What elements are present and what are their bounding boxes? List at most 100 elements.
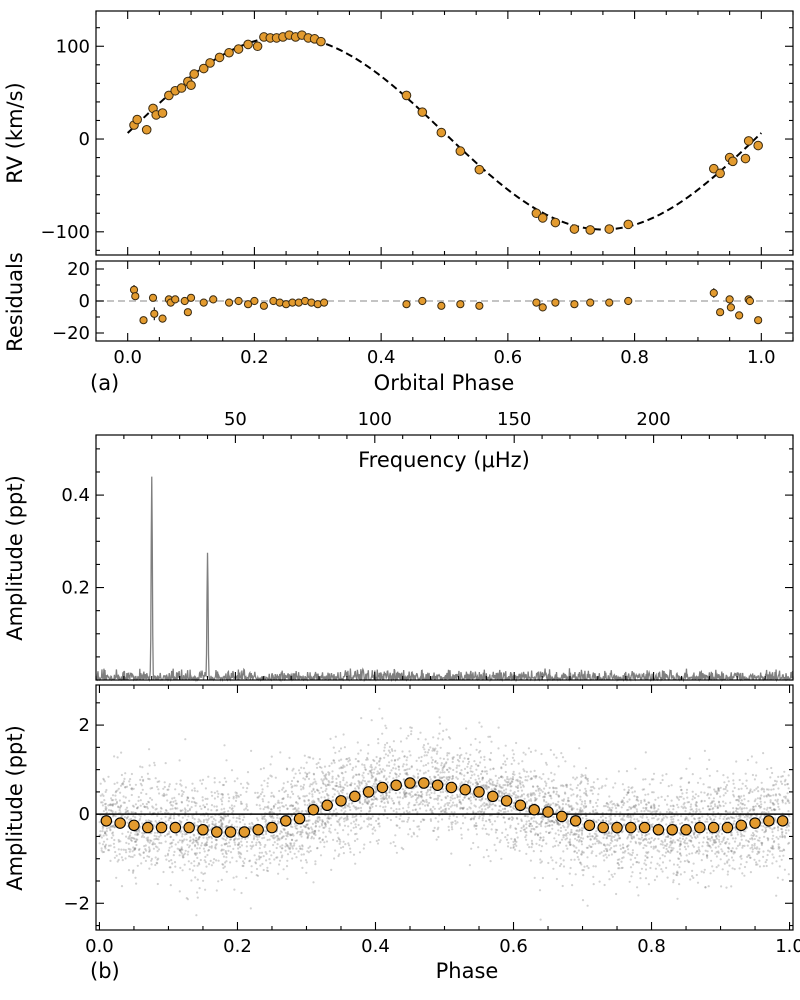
lightcurve-raw-point [576,829,579,832]
lightcurve-raw-point [760,781,763,784]
lightcurve-raw-point [336,832,339,835]
lightcurve-raw-point [616,802,619,806]
lightcurve-raw-point [424,763,428,767]
lightcurve-raw-point [644,778,647,781]
lightcurve-raw-point [437,820,440,823]
lightcurve-raw-point [200,844,203,847]
lightcurve-raw-point [627,791,630,794]
lightcurve-raw-point [433,807,436,810]
lightcurve-raw-point [220,793,223,796]
lightcurve-raw-point [381,793,384,796]
lightcurve-raw-point [265,832,268,836]
lightcurve-raw-point [258,858,261,861]
lightcurve-raw-point [330,823,333,827]
lightcurve-raw-point [678,883,681,886]
lightcurve-raw-point [292,808,295,811]
lightcurve-raw-point [459,827,463,830]
lightcurve-raw-point [117,838,120,842]
lightcurve-raw-point [530,799,533,803]
lightcurve-raw-point [198,863,201,866]
lightcurve-raw-point [542,796,545,799]
lightcurve-raw-point [392,777,395,780]
lightcurve-raw-point [327,783,330,786]
lightcurve-raw-point [419,820,423,823]
lightcurve-raw-point [762,855,765,859]
lightcurve-raw-point [689,808,692,811]
lightcurve-raw-point [699,777,702,780]
lightcurve-raw-point [651,823,654,826]
lightcurve-raw-point [719,795,722,798]
lightcurve-raw-point [584,776,587,780]
lightcurve-raw-point [738,797,741,800]
lightcurve-raw-point [443,771,446,774]
lightcurve-raw-point [247,783,250,786]
lightcurve-raw-point [536,834,540,837]
lightcurve-raw-point [579,782,582,785]
lightcurve-raw-point [575,851,579,855]
lightcurve-raw-point [172,800,175,804]
lightcurve-raw-point [483,810,486,814]
lightcurve-raw-point [772,856,775,859]
lightcurve-raw-point [545,830,548,833]
lightcurve-raw-point [322,778,326,781]
lightcurve-raw-point [186,818,189,821]
lightcurve-raw-point [269,811,272,814]
lightcurve-raw-point [198,847,201,850]
lightcurve-raw-point [386,816,389,820]
lightcurve-raw-point [399,727,402,730]
y-tick-label: 0 [79,291,90,312]
lightcurve-raw-point [420,801,423,804]
lightcurve-raw-point [180,848,183,851]
lightcurve-raw-point [103,845,107,849]
lightcurve-raw-point [325,787,328,791]
lightcurve-raw-point [303,799,306,802]
lightcurve-raw-point [139,765,142,768]
lightcurve-raw-point [281,805,284,808]
lightcurve-raw-point [455,815,458,819]
lightcurve-raw-point [415,794,418,797]
lightcurve-raw-point [528,799,531,802]
lightcurve-raw-point [778,793,781,796]
lightcurve-raw-point [633,805,636,808]
lightcurve-raw-point [657,804,661,807]
lightcurve-raw-point [659,781,662,785]
lightcurve-raw-point [162,787,165,790]
lightcurve-raw-point [229,838,233,841]
lightcurve-raw-point [383,808,386,811]
lightcurve-raw-point [442,775,445,779]
lightcurve-raw-point [586,835,589,838]
residual-point [709,288,718,298]
lightcurve-raw-point [491,782,494,785]
lightcurve-raw-point [325,785,328,788]
lightcurve-raw-point [773,779,777,783]
lightcurve-raw-point [371,815,374,818]
lightcurve-raw-point [293,844,296,847]
lightcurve-raw-point [125,835,128,838]
lightcurve-raw-point [196,891,199,894]
lightcurve-raw-point [255,841,258,844]
orbital-phase-xlabel: Orbital Phase [374,371,515,395]
lightcurve-raw-point [773,803,776,806]
lightcurve-raw-point [313,832,316,836]
lightcurve-raw-point [481,819,484,822]
lightcurve-raw-point [436,750,439,753]
lightcurve-raw-point [451,775,454,778]
lightcurve-raw-point [259,807,262,810]
lightcurve-raw-point [398,803,401,806]
periodogram-ticks: 0.20.450 100 150 200 [61,409,794,681]
lightcurve-raw-point [370,768,373,771]
lightcurve-raw-point [600,786,603,789]
lightcurve-raw-point [352,820,355,823]
lightcurve-raw-point [327,794,330,797]
lightcurve-raw-point [210,845,213,848]
lightcurve-raw-point [402,820,405,823]
lightcurve-raw-point [304,825,307,828]
lightcurve-raw-point [394,834,397,837]
lightcurve-raw-point [225,780,228,783]
lightcurve-raw-point [306,850,309,853]
lightcurve-raw-point [500,792,503,795]
lightcurve-raw-point [558,823,562,826]
lightcurve-raw-point [539,858,542,861]
lightcurve-raw-point [202,820,205,824]
lightcurve-raw-point [131,871,135,874]
